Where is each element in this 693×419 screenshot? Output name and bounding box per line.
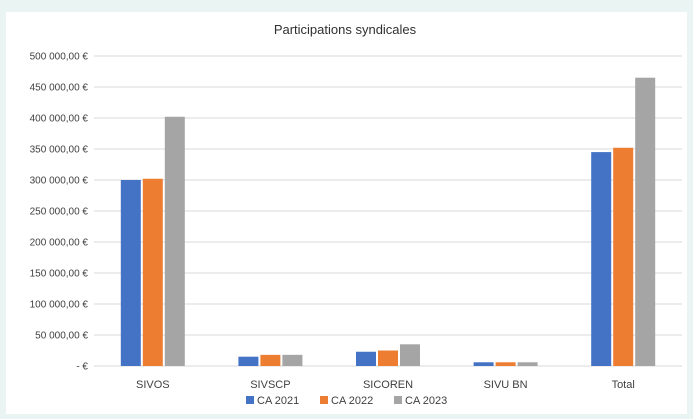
bar	[378, 350, 398, 366]
bar	[164, 116, 185, 366]
y-tick-label: 50 000,00 €	[35, 331, 88, 342]
bar	[400, 344, 420, 366]
legend-label: CA 2021	[257, 395, 299, 407]
y-tick-label: 450 000,00 €	[30, 83, 89, 94]
bar	[356, 351, 376, 366]
legend-label: CA 2023	[405, 395, 447, 407]
x-category-label: SIVU BN	[484, 379, 528, 391]
x-category-label: SICOREN	[363, 379, 413, 391]
bar	[142, 178, 163, 366]
bar	[120, 180, 141, 366]
y-tick-label: 250 000,00 €	[30, 207, 89, 218]
legend-swatch	[246, 396, 254, 404]
bar	[473, 362, 494, 366]
bar	[238, 356, 259, 366]
y-tick-label: 200 000,00 €	[30, 238, 89, 249]
chart-title: Participations syndicales	[274, 22, 417, 37]
x-category-label: Total	[612, 379, 635, 391]
y-tick-label: 500 000,00 €	[30, 52, 89, 63]
y-axis-tick-labels: - € 50 000,00 € 100 000,00 € 150 000,00 € 20…	[30, 52, 89, 373]
legend-label: CA 2022	[331, 395, 373, 407]
x-category-label: SIVOS	[136, 379, 170, 391]
y-tick-label: 400 000,00 €	[30, 114, 89, 125]
x-category-label: SIVSCP	[250, 379, 290, 391]
y-tick-label: 350 000,00 €	[30, 145, 89, 156]
gridlines	[94, 55, 682, 367]
y-tick-label: 100 000,00 €	[30, 300, 89, 311]
bar	[613, 147, 634, 366]
legend-swatch	[394, 396, 402, 404]
bar-chart: Participations syndicales - € 50 000,00 €…	[30, 22, 682, 407]
y-tick-label: - €	[76, 362, 88, 373]
bar	[591, 152, 612, 366]
y-tick-label: 300 000,00 €	[30, 176, 89, 187]
x-axis-category-labels: SIVOS SIVSCP SICOREN SIVU BN Total	[136, 379, 635, 391]
bar	[517, 362, 538, 366]
bar	[282, 354, 303, 366]
bars	[120, 77, 656, 366]
legend-swatch	[320, 396, 328, 404]
bar	[495, 362, 516, 366]
legend: CA 2021 CA 2022 CA 2023	[246, 395, 447, 407]
y-tick-label: 150 000,00 €	[30, 269, 89, 280]
bar	[260, 354, 281, 366]
chart-panel: Participations syndicales - € 50 000,00 €…	[6, 12, 687, 414]
bar	[635, 77, 656, 366]
